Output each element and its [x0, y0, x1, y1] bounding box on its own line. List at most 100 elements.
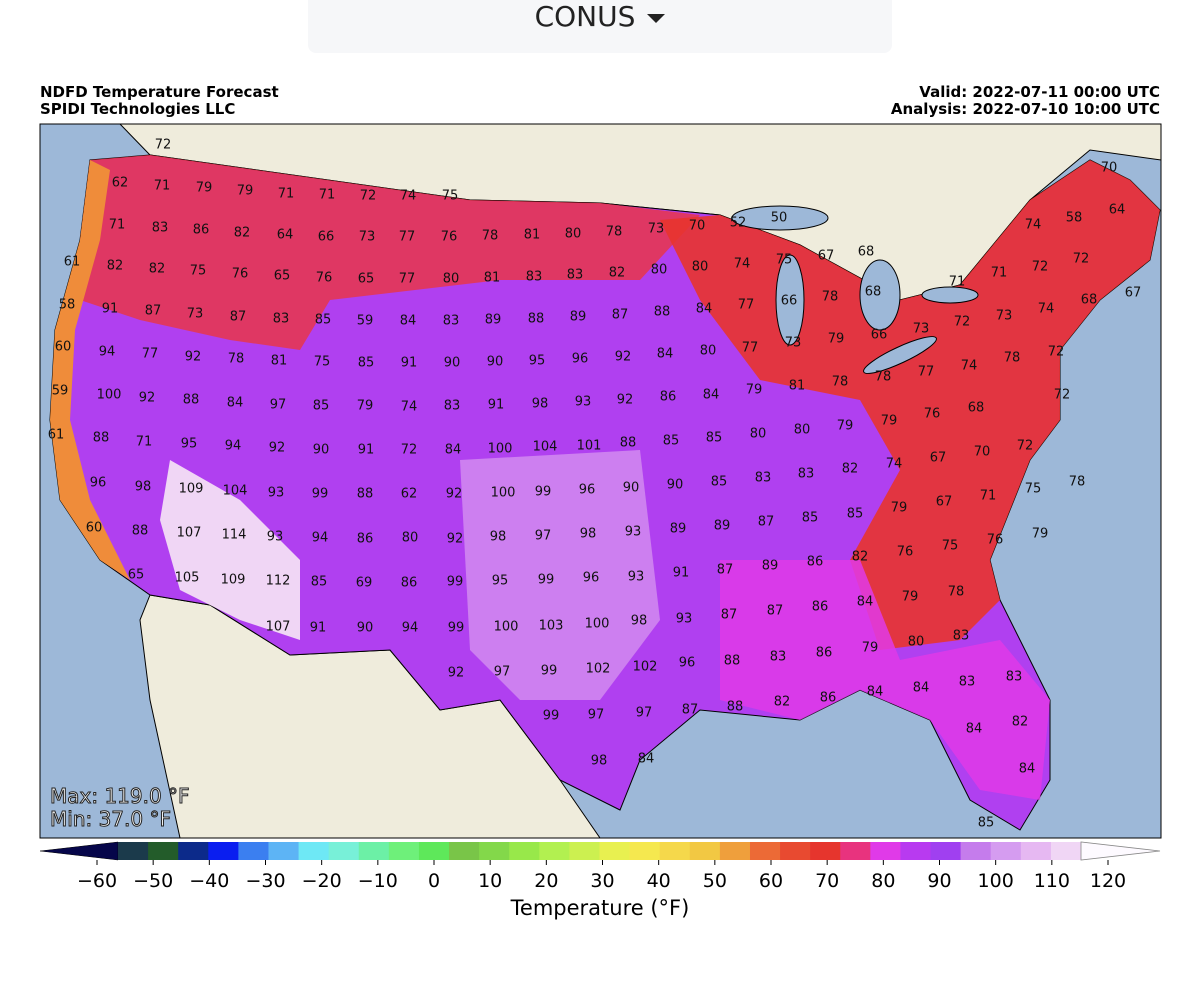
station-temp: 85: [313, 399, 330, 414]
colorbar-segment: [539, 842, 570, 860]
station-temp: 78: [948, 585, 965, 600]
station-temp: 87: [758, 515, 775, 530]
station-temp: 88: [724, 654, 741, 669]
colorbar-segment: [418, 842, 450, 860]
station-temp: 78: [1004, 351, 1021, 366]
station-temp: 74: [961, 359, 978, 374]
station-temp: 88: [357, 487, 374, 502]
station-temp: 83: [755, 471, 772, 486]
colorbar-tick-label: 100: [978, 870, 1014, 892]
station-temp: 75: [776, 253, 793, 268]
station-temp: 85: [978, 816, 995, 831]
station-temp: 99: [538, 573, 555, 588]
station-temp: 72: [1073, 252, 1090, 267]
colorbar-high-end: [1080, 841, 1161, 861]
station-temp: 73: [785, 336, 802, 351]
station-temp: 99: [447, 575, 464, 590]
station-temp: 99: [312, 487, 329, 502]
colorbar-segment: [268, 842, 300, 860]
station-temp: 93: [267, 530, 284, 545]
station-temp: 89: [762, 559, 779, 574]
station-temp: 77: [918, 365, 935, 380]
station-temp: 93: [625, 525, 642, 540]
colorbar-tick-label: −60: [77, 870, 117, 892]
title: NDFD Temperature Forecast: [40, 83, 279, 101]
station-temp: 78: [822, 290, 839, 305]
station-temp: 80: [651, 263, 668, 278]
station-temp: 77: [399, 230, 416, 245]
station-temp: 86: [660, 390, 677, 405]
colorbar-segment: [298, 842, 330, 860]
station-temp: 114: [222, 528, 247, 543]
colorbar-tick-label: 70: [815, 870, 839, 892]
station-temp: 107: [266, 620, 291, 635]
station-temp: 76: [924, 407, 941, 422]
station-temp: 84: [657, 347, 674, 362]
station-temp: 109: [179, 482, 204, 497]
station-temp: 96: [90, 476, 107, 491]
colorbar-tick-label: 30: [590, 870, 614, 892]
colorbar-segment: [328, 842, 360, 860]
station-temp: 89: [714, 519, 731, 534]
colorbar-tick-label: 110: [1034, 870, 1070, 892]
station-temp: 81: [524, 228, 541, 243]
station-temp: 77: [742, 341, 759, 356]
station-temp: 72: [155, 138, 172, 153]
station-temp: 98: [631, 614, 648, 629]
colorbar-segment: [810, 842, 841, 860]
colorbar-segment: [358, 842, 390, 860]
colorbar-segment: [178, 842, 209, 860]
station-temp: 72: [360, 189, 377, 204]
station-temp: 73: [913, 322, 930, 337]
station-temp: 84: [703, 388, 720, 403]
station-temp: 74: [886, 457, 903, 472]
colorbar-low-end: [39, 841, 119, 861]
colorbar-tick-label: 120: [1090, 870, 1126, 892]
station-temp: 80: [565, 227, 582, 242]
station-temp: 83: [444, 399, 461, 414]
station-temp: 85: [315, 313, 332, 328]
station-temp: 79: [237, 184, 254, 199]
station-temp: 98: [591, 754, 608, 769]
station-temp: 83: [567, 268, 584, 283]
station-temp: 90: [667, 478, 684, 493]
station-temp: 83: [798, 467, 815, 482]
station-temp: 92: [139, 391, 156, 406]
station-temp: 75: [190, 264, 207, 279]
station-temp: 87: [767, 604, 784, 619]
lake-huron: [859, 259, 901, 331]
station-temp: 97: [494, 665, 511, 680]
station-temp: 91: [358, 443, 375, 458]
station-temp: 78: [228, 352, 245, 367]
station-temp: 89: [570, 310, 587, 325]
station-temp: 82: [609, 266, 626, 281]
station-temp: 90: [357, 621, 374, 636]
map-frame: [39, 123, 1162, 839]
station-temp: 100: [585, 617, 610, 632]
station-temp: 76: [316, 271, 333, 286]
station-temp: 104: [223, 484, 248, 499]
station-temp: 99: [448, 621, 465, 636]
station-temp: 78: [875, 370, 892, 385]
colorbar-tick-label: −30: [245, 870, 285, 892]
station-temp: 62: [401, 487, 418, 502]
station-temp: 84: [1019, 762, 1036, 777]
station-temp: 65: [358, 272, 375, 287]
station-temp: 100: [488, 442, 513, 457]
colorbar-segment: [719, 842, 751, 860]
colorbar-segment: [870, 842, 901, 860]
station-temp: 61: [48, 428, 65, 443]
region-dropdown[interactable]: CONUS: [308, 0, 892, 53]
colorbar-segment: [509, 842, 540, 860]
station-temp: 103: [539, 619, 564, 634]
station-temp: 80: [692, 260, 709, 275]
station-temp: 98: [580, 527, 597, 542]
station-temp: 80: [402, 531, 419, 546]
station-temp: 91: [310, 621, 327, 636]
station-temp: 59: [357, 314, 374, 329]
station-temp: 78: [606, 225, 623, 240]
station-temp: 88: [727, 700, 744, 715]
station-temp: 105: [175, 571, 200, 586]
station-temp: 83: [959, 675, 976, 690]
station-temp: 84: [696, 302, 713, 317]
